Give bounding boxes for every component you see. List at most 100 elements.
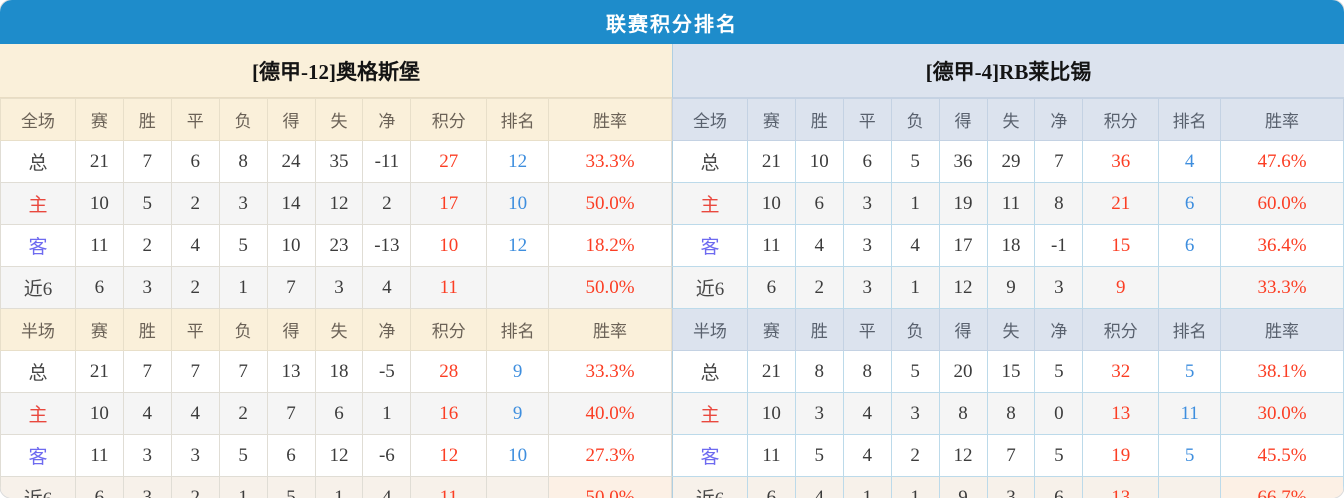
column-header-row-full: 全场 赛 胜 平 负 得 失 净 积分 排名 胜率	[672, 98, 1344, 141]
column-header: 半场	[0, 308, 76, 351]
stat-cell: 6	[266, 434, 316, 477]
stat-cell: 7	[218, 350, 268, 393]
stat-cell: 10	[794, 140, 844, 183]
row-label: 总	[672, 350, 748, 393]
column-header: 排名	[486, 308, 550, 351]
winrate-cell: 33.3%	[1220, 266, 1344, 309]
rank-cell: 5	[1158, 434, 1222, 477]
stat-cell: 4	[842, 392, 892, 435]
column-header: 平	[170, 308, 220, 351]
points-cell: 28	[410, 350, 488, 393]
column-header: 赛	[74, 98, 124, 141]
stat-cell: 10	[746, 182, 796, 225]
column-header: 平	[842, 98, 892, 141]
stat-cell: 3	[1034, 266, 1084, 309]
stat-cell: 3	[794, 392, 844, 435]
column-header: 负	[890, 98, 940, 141]
column-header: 赛	[74, 308, 124, 351]
stat-cell: 1	[218, 476, 268, 498]
rank-cell: 6	[1158, 224, 1222, 267]
column-header: 排名	[1158, 98, 1222, 141]
team-name-right: [德甲-4]RB莱比锡	[672, 44, 1344, 98]
rank-cell: 10	[486, 182, 550, 225]
row-label: 主	[0, 392, 76, 435]
column-header: 得	[938, 308, 988, 351]
column-header: 排名	[1158, 308, 1222, 351]
winrate-cell: 27.3%	[548, 434, 672, 477]
column-header: 失	[314, 98, 364, 141]
team-table-right: [德甲-4]RB莱比锡 全场 赛 胜 平 负 得 失 净 积分 排	[672, 44, 1344, 498]
table-row: 客 11 3 3 5 6 12 -6 12 10 27.3%	[0, 434, 672, 477]
column-header-row-half: 半场 赛 胜 平 负 得 失 净 积分 排名 胜率	[672, 308, 1344, 351]
winrate-cell: 36.4%	[1220, 224, 1344, 267]
table-row: 主 10 3 4 3 8 8 0 13 11 30.0%	[672, 392, 1344, 435]
stat-cell: -5	[362, 350, 412, 393]
row-label: 近6	[672, 266, 748, 309]
stat-cell: 5	[1034, 350, 1084, 393]
column-header: 积分	[410, 308, 488, 351]
column-header: 半场	[672, 308, 748, 351]
stat-cell: 4	[122, 392, 172, 435]
winrate-cell: 60.0%	[1220, 182, 1344, 225]
stat-cell: 29	[986, 140, 1036, 183]
column-header: 平	[170, 98, 220, 141]
row-label: 客	[0, 434, 76, 477]
winrate-cell: 38.1%	[1220, 350, 1344, 393]
table-row: 主 10 6 3 1 19 11 8 21 6 60.0%	[672, 182, 1344, 225]
row-label: 主	[0, 182, 76, 225]
stat-cell: 3	[218, 182, 268, 225]
column-header: 胜率	[1220, 98, 1344, 141]
column-header: 赛	[746, 98, 796, 141]
stat-cell: 3	[842, 224, 892, 267]
column-header: 积分	[1082, 98, 1160, 141]
rank-cell: 11	[1158, 392, 1222, 435]
stat-cell: 8	[938, 392, 988, 435]
rank-cell: 12	[486, 140, 550, 183]
stat-cell: 6	[314, 392, 364, 435]
table-row: 近6 6 3 2 1 7 3 4 11 50.0%	[0, 266, 672, 309]
stat-cell: 18	[314, 350, 364, 393]
winrate-cell: 50.0%	[548, 182, 672, 225]
stat-cell: 2	[170, 182, 220, 225]
points-cell: 9	[1082, 266, 1160, 309]
stat-cell: 1	[362, 392, 412, 435]
stat-cell: 2	[170, 266, 220, 309]
stat-cell: 5	[890, 140, 940, 183]
stat-cell: 18	[986, 224, 1036, 267]
stat-cell: 6	[746, 476, 796, 498]
points-cell: 16	[410, 392, 488, 435]
rank-cell	[1158, 476, 1222, 498]
winrate-cell: 33.3%	[548, 140, 672, 183]
stat-cell: 11	[986, 182, 1036, 225]
points-cell: 15	[1082, 224, 1160, 267]
column-header: 全场	[0, 98, 76, 141]
row-label: 总	[0, 140, 76, 183]
stat-cell: 6	[170, 140, 220, 183]
stat-cell: 21	[74, 140, 124, 183]
column-header: 平	[842, 308, 892, 351]
stat-cell: 21	[746, 140, 796, 183]
stat-cell: 5	[890, 350, 940, 393]
stat-cell: 3	[314, 266, 364, 309]
rank-cell: 6	[1158, 182, 1222, 225]
team-name-left: [德甲-12]奥格斯堡	[0, 44, 672, 98]
stat-cell: 4	[890, 224, 940, 267]
stat-cell: 7	[122, 140, 172, 183]
stat-cell: 1	[218, 266, 268, 309]
team-table-left: [德甲-12]奥格斯堡 全场 赛 胜 平 负 得 失 净 积分 排	[0, 44, 672, 498]
points-cell: 12	[410, 434, 488, 477]
stat-cell: -6	[362, 434, 412, 477]
stat-cell: 15	[986, 350, 1036, 393]
column-header: 胜率	[548, 98, 672, 141]
column-header: 胜	[794, 98, 844, 141]
winrate-cell: 33.3%	[548, 350, 672, 393]
two-team-comparison: [德甲-12]奥格斯堡 全场 赛 胜 平 负 得 失 净 积分 排	[0, 44, 1344, 498]
stat-cell: 5	[218, 434, 268, 477]
stat-cell: 6	[794, 182, 844, 225]
stat-cell: 21	[74, 350, 124, 393]
stat-cell: -1	[1034, 224, 1084, 267]
stat-cell: 6	[74, 476, 124, 498]
stat-cell: 5	[266, 476, 316, 498]
points-cell: 10	[410, 224, 488, 267]
points-cell: 17	[410, 182, 488, 225]
